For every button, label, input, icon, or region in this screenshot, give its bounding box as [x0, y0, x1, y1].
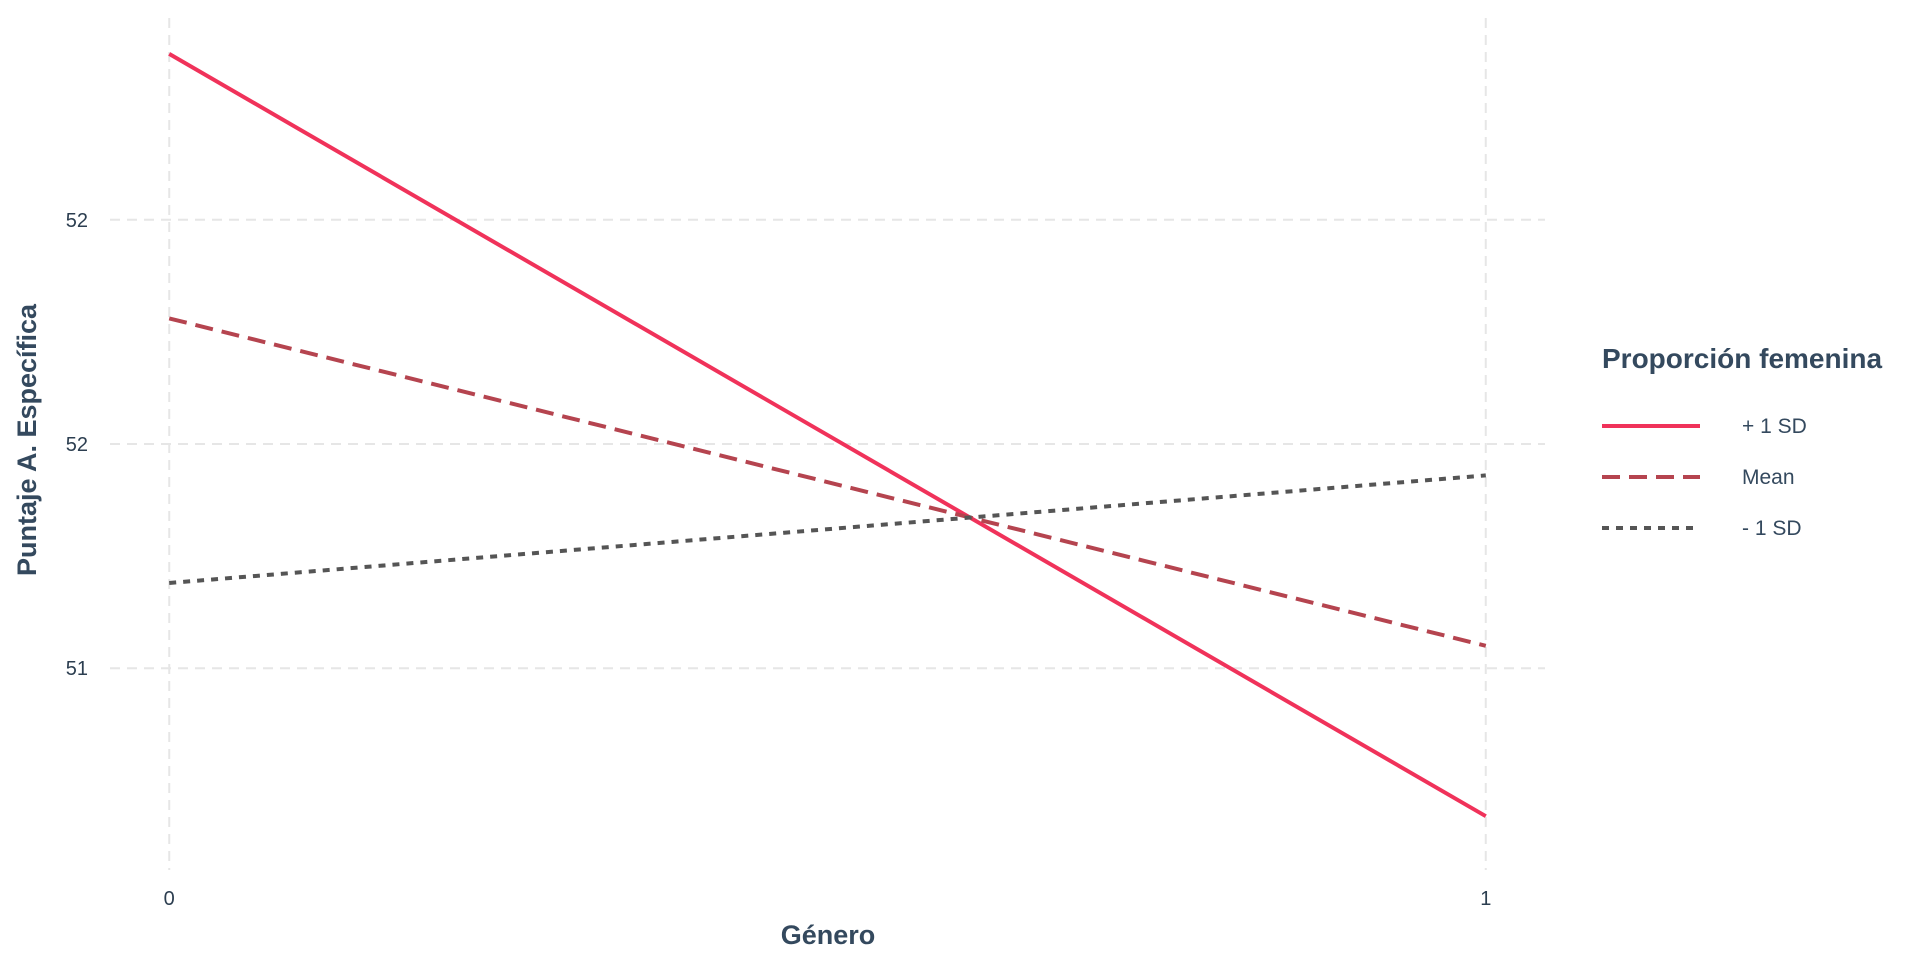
y-axis-title: Puntaje A. Específica	[12, 303, 42, 576]
x-axis-title: Género	[781, 920, 876, 950]
y-tick-labels: 51 52 52	[66, 210, 88, 680]
series-lines	[168, 52, 1487, 818]
x-tick-label-0: 0	[164, 888, 175, 910]
grid-layer	[110, 18, 1545, 870]
legend-label-0: + 1 SD	[1742, 415, 1807, 438]
legend-items: + 1 SD Mean - 1 SD	[1602, 415, 1807, 540]
x-tick-label-1: 1	[1480, 888, 1491, 910]
legend-title: Proporción femenina	[1602, 343, 1882, 374]
series-line-1	[168, 316, 1487, 648]
y-tick-label-0: 51	[66, 658, 88, 680]
legend: Proporción femenina + 1 SD Mean - 1 SD	[1602, 343, 1882, 540]
legend-label-2: - 1 SD	[1742, 517, 1802, 540]
legend-label-1: Mean	[1742, 466, 1795, 489]
y-tick-label-2: 52	[66, 210, 88, 232]
series-line-0	[168, 52, 1487, 818]
series-line-2	[169, 473, 1486, 585]
y-tick-label-1: 52	[66, 434, 88, 456]
